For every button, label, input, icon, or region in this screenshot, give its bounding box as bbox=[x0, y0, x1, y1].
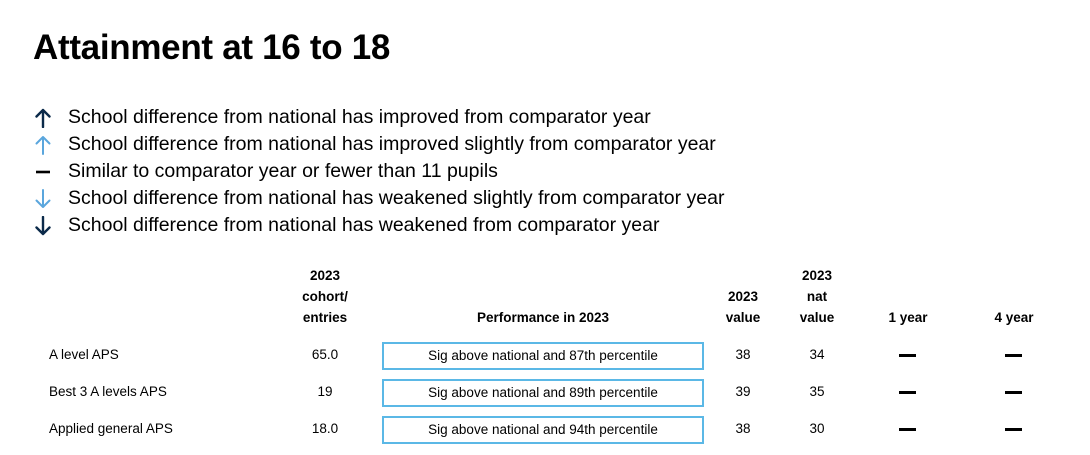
legend-item-similar: Similar to comparator year or fewer than… bbox=[32, 158, 724, 185]
header-cohort-line: cohort/ bbox=[302, 289, 348, 304]
header-nat-value: 2023 nat value bbox=[787, 265, 847, 328]
dash-icon bbox=[1005, 428, 1022, 431]
dash-icon bbox=[32, 161, 54, 183]
legend-text: Similar to comparator year or fewer than… bbox=[68, 160, 498, 182]
arrow-up-dark-icon bbox=[32, 107, 54, 129]
nat-value-cell: 30 bbox=[809, 421, 825, 436]
row-label: A level APS bbox=[49, 347, 119, 362]
header-cohort-line: entries bbox=[302, 310, 348, 325]
table-header: 2023 cohort/ entries Performance in 2023… bbox=[0, 264, 1090, 328]
value-cell: 38 bbox=[735, 347, 751, 362]
dash-icon bbox=[899, 391, 916, 394]
arrow-down-dark-icon bbox=[32, 215, 54, 237]
legend-text: School difference from national has impr… bbox=[68, 106, 651, 128]
legend-text: School difference from national has weak… bbox=[68, 187, 725, 209]
header-4-year: 4 year bbox=[994, 310, 1034, 325]
header-1-year: 1 year bbox=[888, 310, 928, 325]
value-cell: 38 bbox=[735, 421, 751, 436]
dash-icon bbox=[899, 354, 916, 357]
legend-item-improved-slightly: School difference from national has impr… bbox=[32, 131, 724, 158]
dash-icon bbox=[1005, 354, 1022, 357]
header-nat-value-line: value bbox=[799, 310, 835, 325]
legend-item-weakened-slightly: School difference from national has weak… bbox=[32, 185, 724, 212]
header-value-line: value bbox=[725, 310, 761, 325]
row-label: Best 3 A levels APS bbox=[49, 384, 167, 399]
header-value: 2023 value bbox=[713, 286, 773, 328]
legend-item-weakened: School difference from national has weak… bbox=[32, 212, 724, 239]
cohort-cell: 18.0 bbox=[311, 421, 339, 436]
legend-text: School difference from national has impr… bbox=[68, 133, 716, 155]
arrow-down-light-icon bbox=[32, 188, 54, 210]
nat-value-cell: 35 bbox=[809, 384, 825, 399]
cohort-cell: 19 bbox=[317, 384, 333, 399]
dash-icon bbox=[1005, 391, 1022, 394]
performance-box: Sig above national and 94th percentile bbox=[382, 416, 704, 444]
value-cell: 39 bbox=[735, 384, 751, 399]
legend-item-improved: School difference from national has impr… bbox=[32, 104, 724, 131]
header-cohort: 2023 cohort/ entries bbox=[285, 265, 365, 328]
header-performance: Performance in 2023 bbox=[476, 310, 610, 325]
header-value-line: 2023 bbox=[727, 289, 759, 304]
trend-legend: School difference from national has impr… bbox=[32, 104, 724, 239]
legend-text: School difference from national has weak… bbox=[68, 214, 660, 236]
header-nat-value-line: nat bbox=[806, 289, 828, 304]
cohort-cell: 65.0 bbox=[311, 347, 339, 362]
page-title: Attainment at 16 to 18 bbox=[33, 28, 391, 67]
nat-value-cell: 34 bbox=[809, 347, 825, 362]
dash-icon bbox=[899, 428, 916, 431]
header-cohort-line: 2023 bbox=[309, 268, 341, 283]
performance-box: Sig above national and 89th percentile bbox=[382, 379, 704, 407]
performance-box: Sig above national and 87th percentile bbox=[382, 342, 704, 370]
row-label: Applied general APS bbox=[49, 421, 173, 436]
arrow-up-light-icon bbox=[32, 134, 54, 156]
header-nat-value-line: 2023 bbox=[801, 268, 833, 283]
